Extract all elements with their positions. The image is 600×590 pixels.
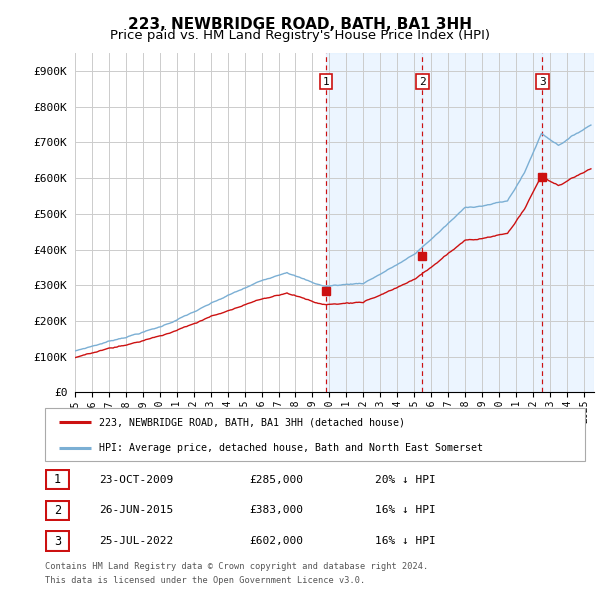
Text: 25-JUL-2022: 25-JUL-2022 [99,536,173,546]
Text: 3: 3 [54,535,61,548]
Text: Contains HM Land Registry data © Crown copyright and database right 2024.: Contains HM Land Registry data © Crown c… [45,562,428,571]
Bar [422,53,542,392]
FancyBboxPatch shape [46,470,69,489]
Text: 23-OCT-2009: 23-OCT-2009 [99,475,173,484]
Text: Price paid vs. HM Land Registry's House Price Index (HPI): Price paid vs. HM Land Registry's House … [110,30,490,42]
Text: 1: 1 [323,77,329,87]
Text: HPI: Average price, detached house, Bath and North East Somerset: HPI: Average price, detached house, Bath… [99,442,483,453]
Text: 223, NEWBRIDGE ROAD, BATH, BA1 3HH: 223, NEWBRIDGE ROAD, BATH, BA1 3HH [128,17,472,31]
Text: 3: 3 [539,77,546,87]
Bar [326,53,422,392]
Text: £383,000: £383,000 [249,506,303,515]
Text: £285,000: £285,000 [249,475,303,484]
FancyBboxPatch shape [46,532,69,550]
Text: 1: 1 [54,473,61,486]
Text: 2: 2 [54,504,61,517]
FancyBboxPatch shape [45,408,585,461]
Text: 16% ↓ HPI: 16% ↓ HPI [375,506,436,515]
FancyBboxPatch shape [46,501,69,520]
Text: 20% ↓ HPI: 20% ↓ HPI [375,475,436,484]
Text: 223, NEWBRIDGE ROAD, BATH, BA1 3HH (detached house): 223, NEWBRIDGE ROAD, BATH, BA1 3HH (deta… [99,417,405,427]
Text: 26-JUN-2015: 26-JUN-2015 [99,506,173,515]
Text: 2: 2 [419,77,426,87]
Text: 16% ↓ HPI: 16% ↓ HPI [375,536,436,546]
Text: This data is licensed under the Open Government Licence v3.0.: This data is licensed under the Open Gov… [45,576,365,585]
Text: £602,000: £602,000 [249,536,303,546]
Bar [542,53,594,392]
